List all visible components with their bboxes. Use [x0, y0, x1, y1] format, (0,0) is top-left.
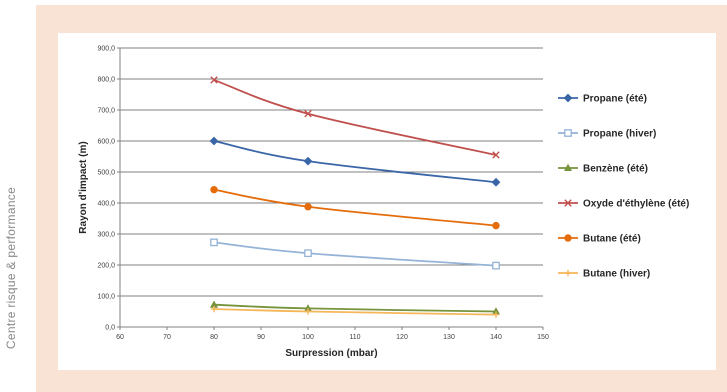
y-tick-label: 700,0 — [97, 108, 115, 115]
legend-marker-1 — [563, 93, 573, 103]
series-4-point — [304, 110, 312, 118]
legend-label-6: Butane (hiver) — [583, 269, 650, 280]
y-tick-label: 900,0 — [97, 46, 115, 53]
x-tick-label: 100 — [302, 334, 314, 341]
series-2-point — [210, 238, 218, 247]
legend-marker-4 — [564, 199, 572, 207]
y-tick-label: 100,0 — [97, 294, 115, 301]
series-line-3 — [213, 303, 497, 313]
legend-label-5: Butane (été) — [583, 234, 641, 245]
series-line-6 — [213, 308, 497, 316]
x-tick-label: 140 — [490, 334, 502, 341]
line-chart: 0,0 100,0 200,0 300,0 400,0 500,0 600,0 700,0 80… — [78, 46, 689, 360]
series-5-point — [492, 221, 500, 230]
y-tick-label: 0,0 — [105, 325, 115, 332]
y-tick-label: 300,0 — [97, 232, 115, 239]
series-6-point — [304, 308, 312, 315]
y-tick-label: 800,0 — [97, 77, 115, 84]
legend-label-4: Oxyde d'éthylène (été) — [583, 199, 689, 210]
series-6-point — [210, 305, 218, 313]
x-tick-label: 150 — [537, 334, 549, 341]
series-4-point — [210, 76, 218, 84]
series-1-point — [491, 177, 501, 187]
legend-marker-6 — [564, 269, 572, 277]
series-line-4 — [213, 79, 497, 156]
y-tick-label: 400,0 — [97, 201, 115, 208]
series-6-point — [492, 311, 500, 318]
legend-label-1: Propane (été) — [583, 94, 647, 105]
chart-panel: 0,0 100,0 200,0 300,0 400,0 500,0 600,0 700,0 80… — [36, 5, 727, 392]
y-tick-label: 600,0 — [97, 139, 115, 146]
series-1-point — [303, 156, 313, 166]
x-tick-label: 120 — [396, 334, 408, 341]
legend-marker-2 — [564, 129, 572, 137]
series-line-1 — [213, 140, 497, 184]
x-tick-label: 80 — [210, 334, 218, 341]
side-caption: Centre risque & performance — [0, 0, 22, 392]
x-axis-title: Surpression (mbar) — [285, 348, 377, 359]
y-tick-label: 500,0 — [97, 170, 115, 177]
series-5-point — [304, 203, 312, 211]
x-tick-label: 110 — [349, 334, 360, 341]
x-tick-label: 130 — [443, 334, 455, 341]
series-2-point — [304, 249, 312, 258]
chart-area: 0,0 100,0 200,0 300,0 400,0 500,0 600,0 700,0 80… — [58, 33, 716, 370]
y-tick-label: 200,0 — [97, 263, 115, 270]
series-2-point — [492, 261, 500, 270]
legend-label-2: Propane (hiver) — [583, 129, 656, 140]
side-caption-text: Centre risque & performance — [4, 186, 18, 350]
legend-marker-3 — [563, 163, 573, 172]
series-5-point — [210, 185, 218, 194]
series-4-point — [492, 151, 500, 159]
series-line-5 — [213, 188, 497, 227]
legend-label-3: Benzène (été) — [583, 164, 648, 175]
x-tick-label: 70 — [163, 334, 171, 341]
legend-marker-5 — [564, 234, 572, 242]
series-1-point — [209, 136, 219, 146]
y-axis-title: Rayon d'impact (m) — [78, 141, 89, 233]
x-tick-label: 90 — [257, 334, 265, 341]
series-line-2 — [213, 241, 497, 267]
x-tick-label: 60 — [116, 334, 124, 341]
